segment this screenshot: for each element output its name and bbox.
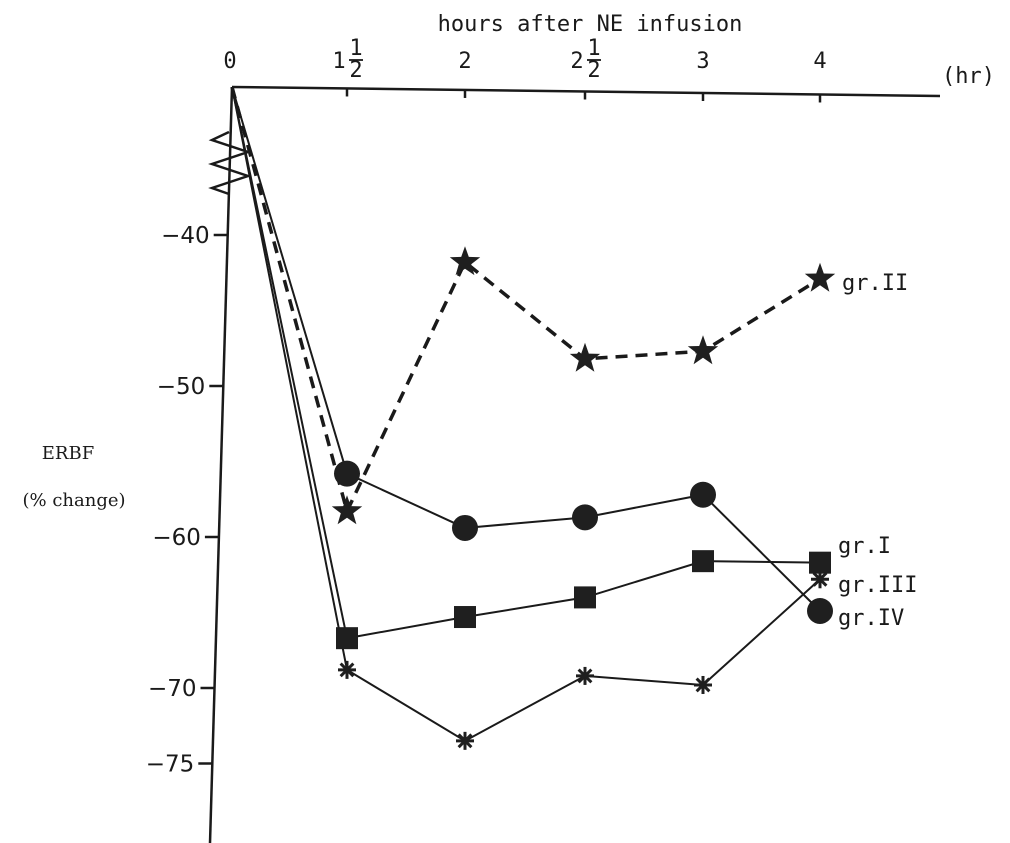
series-lines — [230, 86, 821, 743]
data-point-gr-iv — [690, 481, 716, 508]
data-point-gr-ii — [331, 495, 363, 525]
data-point-gr-i — [809, 551, 831, 574]
data-point-gr-ii — [804, 262, 836, 292]
data-point-gr-ii — [569, 342, 601, 372]
data-point-gr-iii — [456, 731, 474, 750]
y-tick-label: −50 — [157, 374, 206, 400]
series-markers — [331, 246, 836, 750]
series-label-gr-iii: gr.III — [838, 573, 917, 598]
x-tick-label: 3 — [696, 49, 709, 74]
data-point-gr-iii — [338, 660, 356, 679]
data-point-gr-iii — [811, 570, 829, 589]
x-tick-frac-den: 2 — [349, 58, 362, 83]
x-tick-frac-num: 1 — [349, 36, 362, 61]
data-point-gr-i — [454, 606, 476, 629]
x-tick-frac-den: 2 — [587, 58, 600, 83]
x-axis-unit: (hr) — [942, 64, 995, 89]
data-point-gr-iii — [694, 675, 712, 694]
series-label-gr-i: gr.I — [838, 534, 891, 559]
data-point-gr-iv — [807, 597, 833, 624]
x-tick-label: 1 — [332, 49, 345, 74]
data-point-gr-i — [574, 586, 596, 609]
x-tick-label: 4 — [813, 49, 826, 74]
x-ticks: 0 112 2 212 3 4 — [223, 36, 827, 103]
data-point-gr-i — [336, 627, 358, 650]
series-label-gr-ii: gr.II — [842, 271, 908, 296]
x-tick-label: 2 — [570, 49, 583, 74]
series-line-gr-i — [231, 86, 821, 640]
x-tick-frac-num: 1 — [587, 36, 600, 61]
chart-title: hours after NE infusion — [438, 12, 743, 37]
data-point-gr-ii — [687, 335, 719, 365]
x-tick-label: 0 — [223, 49, 236, 74]
series-line-gr-ii — [230, 86, 821, 517]
data-point-gr-iv — [452, 514, 478, 541]
data-point-gr-ii — [449, 246, 481, 276]
x-tick-label: 2 — [458, 49, 471, 74]
y-tick-label: −75 — [146, 752, 195, 778]
y-axis-break — [208, 130, 252, 196]
y-tick-label: −60 — [152, 525, 201, 551]
y-tick-label: −40 — [161, 223, 210, 249]
y-ticks: −40 −50 −60 −70 −75 — [146, 223, 228, 778]
y-axis — [208, 86, 234, 843]
data-point-gr-i — [692, 550, 714, 573]
series-label-gr-iv: gr.IV — [838, 606, 904, 631]
series-labels: gr.I gr.II gr.III gr.IV — [838, 271, 917, 631]
data-point-gr-iii — [576, 666, 594, 685]
y-axis-label-line2: (% change) — [22, 490, 125, 511]
y-axis-label-line1: ERBF — [42, 443, 94, 464]
y-tick-label: −70 — [148, 676, 197, 702]
data-point-gr-iv — [572, 504, 598, 531]
series-line-gr-iv — [231, 86, 821, 612]
data-point-gr-iv — [334, 460, 360, 487]
series-line-gr-iii — [231, 86, 821, 743]
